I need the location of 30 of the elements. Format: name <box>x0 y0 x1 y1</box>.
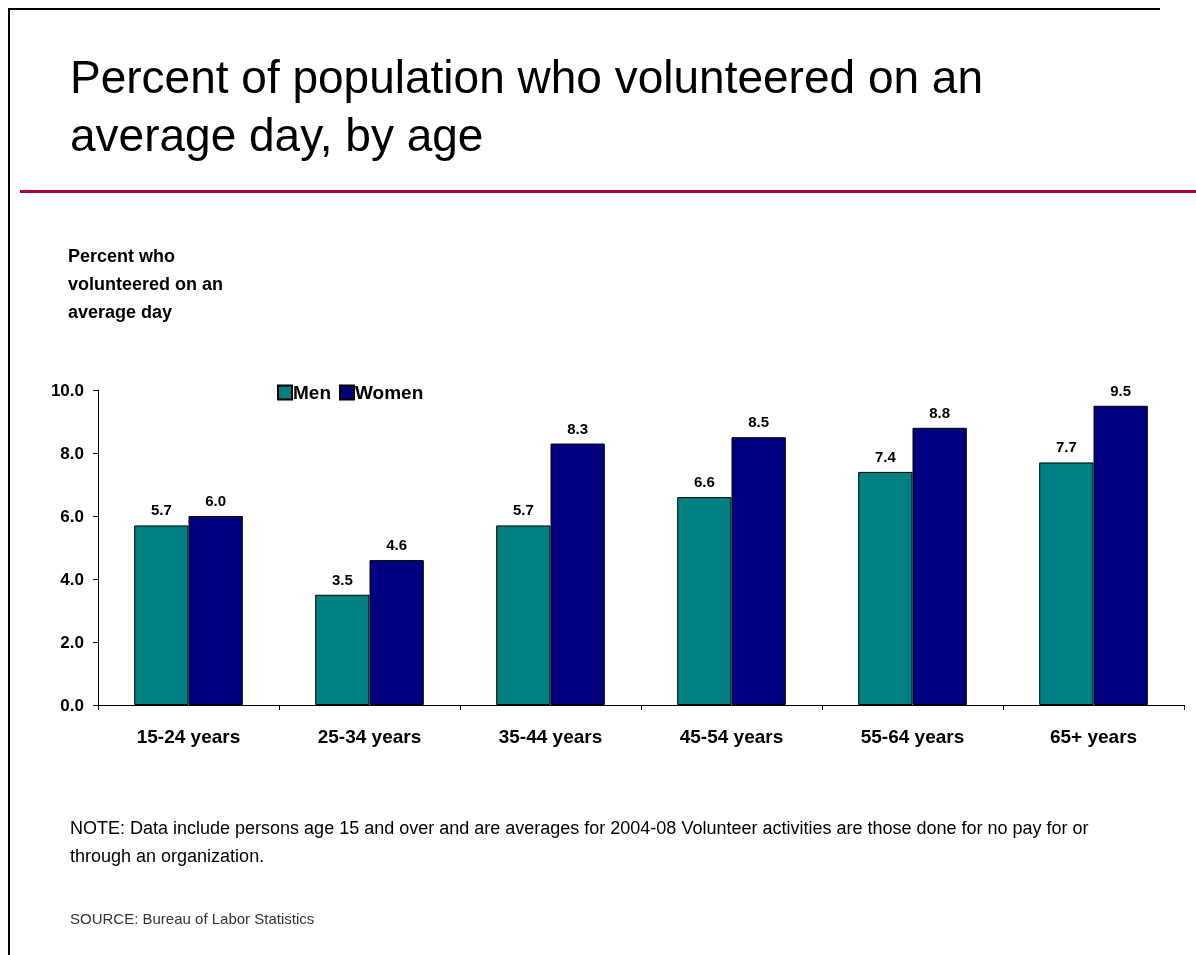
y-tick-label: 2.0 <box>60 632 84 652</box>
x-tick-label: 25-34 years <box>317 726 422 747</box>
x-tick-label: 65+ years <box>1049 726 1138 747</box>
data-label: 6.6 <box>693 473 715 491</box>
data-label: 7.4 <box>874 447 897 465</box>
legend-label: Men <box>293 382 331 403</box>
text: NOTE: Data include persons age 15 and over and are averages for 2004-08 Volunteer activities are those done for no pay for or through an organization. <box>70 817 1090 868</box>
y-tick-label: 0.0 <box>60 695 84 715</box>
x-tick-label: 45-54 years <box>679 726 784 747</box>
data-label: 5.7 <box>150 501 172 519</box>
data-label: 3.5 <box>331 570 353 588</box>
data-label: 8.5 <box>748 413 770 431</box>
data-label: 7.7 <box>1055 438 1077 456</box>
y-axis-title: Percent who volunteered on an average day <box>68 245 225 324</box>
chart-title: Percent of population who volunteered on an average day, by age <box>70 50 984 163</box>
data-label: 8.8 <box>929 403 951 421</box>
data-label: 4.6 <box>386 536 408 554</box>
y-tick-label: 6.0 <box>60 506 84 526</box>
x-tick-label: 35-44 years <box>498 726 603 747</box>
x-tick-label: 55-64 years <box>860 726 965 747</box>
y-tick-label: 10.0 <box>50 380 84 400</box>
x-tick-label: 15-24 years <box>136 726 241 747</box>
y-tick-label: 8.0 <box>60 443 84 463</box>
legend-label: Women <box>355 382 424 403</box>
data-label: 6.0 <box>205 492 227 509</box>
y-tick-label: 4.0 <box>60 569 84 589</box>
data-label: 8.3 <box>567 419 589 437</box>
data-label: 5.7 <box>512 501 534 519</box>
data-label: 9.5 <box>1110 381 1132 399</box>
source-note: SOURCE: Bureau of Labor Statistics <box>70 910 315 927</box>
